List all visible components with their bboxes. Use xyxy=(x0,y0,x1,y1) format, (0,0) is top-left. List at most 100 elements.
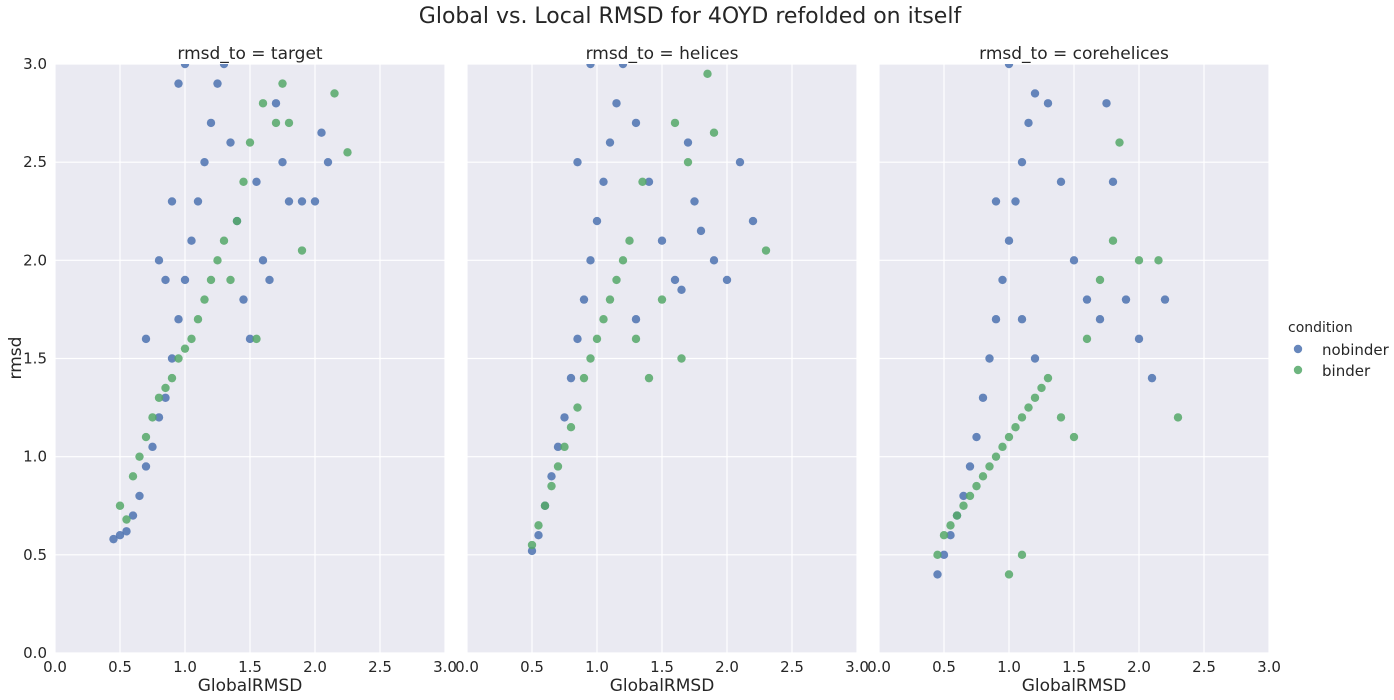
y-tick-label: 1.0 xyxy=(23,448,47,466)
point-binder xyxy=(1056,413,1066,422)
x-tick-label: 3.0 xyxy=(433,658,457,676)
point-nobinder xyxy=(206,118,216,128)
point-nobinder xyxy=(226,138,235,147)
point-binder xyxy=(978,472,988,481)
point-nobinder xyxy=(586,256,595,265)
point-nobinder xyxy=(690,197,699,206)
point-nobinder xyxy=(735,157,745,167)
point-binder xyxy=(952,511,962,520)
point-binder xyxy=(985,462,994,471)
x-tick-label: 2.0 xyxy=(1127,658,1151,676)
point-binder xyxy=(1115,138,1124,147)
point-binder xyxy=(1017,550,1027,560)
point-binder xyxy=(278,79,287,88)
point-nobinder xyxy=(1030,89,1040,98)
point-binder xyxy=(297,246,307,255)
point-nobinder xyxy=(1043,99,1053,108)
point-nobinder xyxy=(1069,256,1079,265)
point-nobinder xyxy=(946,531,955,540)
point-nobinder xyxy=(154,413,164,422)
point-nobinder xyxy=(1024,118,1033,128)
point-nobinder xyxy=(527,546,537,556)
points xyxy=(109,64,352,544)
point-nobinder xyxy=(959,491,968,501)
point-binder xyxy=(560,442,569,452)
x-tick-label: 1.0 xyxy=(997,658,1021,676)
point-nobinder xyxy=(148,442,157,452)
x-tick-label: 1.5 xyxy=(238,658,262,676)
point-binder xyxy=(683,157,693,167)
point-nobinder xyxy=(239,295,248,304)
point-nobinder xyxy=(985,354,994,363)
point-nobinder xyxy=(566,373,576,383)
point-nobinder xyxy=(180,64,190,69)
point-binder xyxy=(972,481,981,491)
point-binder xyxy=(965,491,975,501)
y-tick-label: 2.0 xyxy=(23,251,47,269)
point-binder xyxy=(1134,256,1144,265)
point-binder xyxy=(226,275,235,285)
point-nobinder xyxy=(1056,177,1066,186)
y-tick-label: 2.5 xyxy=(23,153,47,171)
point-nobinder xyxy=(200,157,209,167)
point-nobinder xyxy=(612,99,621,108)
x-tick-label: 1.5 xyxy=(1062,658,1086,676)
point-binder xyxy=(252,334,261,344)
point-binder xyxy=(959,501,968,510)
point-nobinder xyxy=(258,256,268,265)
point-binder xyxy=(1004,432,1014,442)
point-binder xyxy=(271,118,281,128)
point-nobinder xyxy=(141,334,151,344)
x-tick-label: 3.0 xyxy=(845,658,869,676)
x-tick-label: 2.0 xyxy=(303,658,327,676)
point-binder xyxy=(1154,256,1163,265)
point-nobinder xyxy=(180,275,190,285)
x-tick-label: 2.5 xyxy=(780,658,804,676)
point-binder xyxy=(612,275,621,285)
panel-title: rmsd_to = corehelices xyxy=(979,44,1169,64)
x-tick-label: 2.5 xyxy=(368,658,392,676)
point-nobinder xyxy=(271,99,281,108)
point-nobinder xyxy=(972,432,981,442)
point-binder xyxy=(605,295,615,304)
x-tick-label: 2.5 xyxy=(1192,658,1216,676)
point-nobinder xyxy=(683,138,693,147)
point-binder xyxy=(330,89,339,98)
point-binder xyxy=(527,540,537,550)
x-axis-label: GlobalRMSD xyxy=(610,676,715,696)
point-binder xyxy=(939,531,949,540)
points xyxy=(527,64,771,556)
point-binder xyxy=(1017,413,1027,422)
point-binder xyxy=(631,334,641,344)
point-binder xyxy=(1082,334,1092,344)
x-tick-label: 1.5 xyxy=(650,658,674,676)
point-binder xyxy=(946,521,955,530)
point-nobinder xyxy=(1017,315,1027,324)
point-nobinder xyxy=(631,315,641,324)
point-nobinder xyxy=(599,177,608,186)
point-binder xyxy=(343,148,352,157)
point-binder xyxy=(135,452,144,461)
panel-0: 0.0 0.5 1.0 1.5 2.0 2.5 3.0 0.0 0.5 1.0 1.5 2.0 2.5 3… xyxy=(23,44,457,696)
x-tick-label: 0.5 xyxy=(108,658,132,676)
point-nobinder xyxy=(631,118,641,128)
point-binder xyxy=(239,177,248,186)
points xyxy=(933,64,1183,579)
point-nobinder xyxy=(174,79,183,88)
point-binder xyxy=(1037,383,1046,393)
point-binder xyxy=(148,413,157,422)
point-nobinder xyxy=(1134,334,1144,344)
point-nobinder xyxy=(1011,197,1020,206)
x-axis-label: GlobalRMSD xyxy=(198,676,303,696)
facet-grid: 0.0 0.5 1.0 1.5 2.0 2.5 3.00.00.51.01.52.02.53… xyxy=(23,44,1281,696)
point-binder xyxy=(1095,275,1105,285)
point-nobinder xyxy=(586,64,595,69)
point-nobinder xyxy=(573,334,582,344)
point-nobinder xyxy=(657,236,667,245)
point-nobinder xyxy=(135,491,144,501)
point-binder xyxy=(258,99,268,108)
point-nobinder xyxy=(709,256,719,265)
point-binder xyxy=(245,138,255,147)
point-binder xyxy=(586,354,595,363)
